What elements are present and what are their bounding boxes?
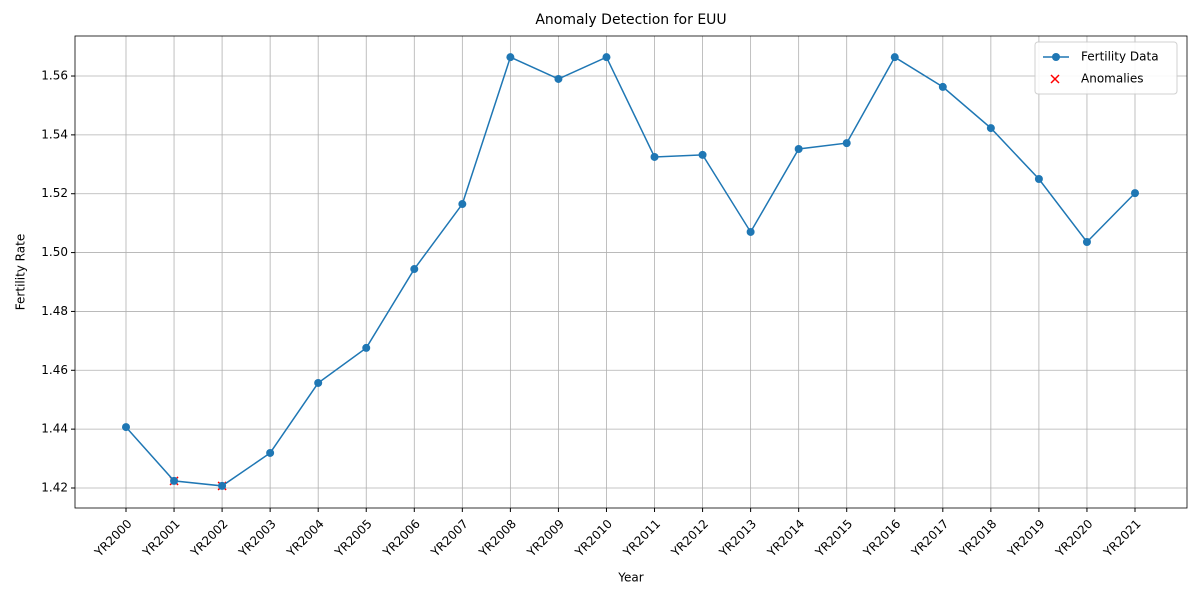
data-point: [986, 124, 995, 133]
x-axis-label: Year: [617, 571, 643, 585]
x-tick-label: YR2001: [139, 517, 182, 560]
x-tick-label: YR2016: [860, 517, 903, 560]
y-tick-label: 1.50: [41, 245, 68, 259]
data-point: [698, 150, 707, 159]
data-point: [602, 53, 611, 62]
x-tick-label: YR2021: [1100, 517, 1143, 560]
data-point: [170, 476, 179, 485]
y-tick-label: 1.54: [41, 127, 68, 141]
x-tick-label: YR2019: [1004, 517, 1047, 560]
data-point: [218, 481, 227, 490]
x-tick-label: YR2005: [332, 517, 375, 560]
data-point: [314, 378, 323, 387]
y-tick-label: 1.48: [41, 304, 68, 318]
data-point: [938, 82, 947, 91]
y-tick-label: 1.56: [41, 69, 68, 83]
x-tick-label: YR2004: [283, 517, 326, 560]
data-point: [410, 265, 419, 274]
data-point: [650, 152, 659, 161]
x-tick-label: YR2011: [620, 517, 663, 560]
legend-label: Anomalies: [1081, 72, 1144, 86]
y-tick-label: 1.52: [41, 186, 68, 200]
data-point: [362, 343, 371, 352]
x-tick-label: YR2003: [235, 517, 278, 560]
x-tick-label: YR2008: [476, 517, 519, 560]
x-tick-label: YR2002: [187, 517, 230, 560]
x-tick-label: YR2009: [524, 517, 567, 560]
data-point: [554, 74, 563, 83]
data-point: [122, 423, 130, 432]
legend-marker: [1052, 53, 1060, 61]
data-point: [506, 53, 515, 62]
x-tick-label: YR2017: [908, 517, 951, 560]
legend-marker: [1050, 74, 1060, 84]
x-tick-label: YR2014: [764, 517, 807, 560]
x-marker-stroke: [1050, 74, 1060, 84]
x-tick-label: YR2020: [1052, 517, 1095, 560]
x-tick-label: YR2007: [428, 517, 471, 560]
data-line: [125, 56, 1136, 487]
data-point: [266, 448, 275, 457]
data-point: [1034, 175, 1043, 184]
legend-box: [1034, 41, 1178, 95]
x-tick-label: YR2006: [380, 517, 423, 560]
y-tick-label: 1.42: [41, 480, 68, 494]
x-tick-label: YR2013: [716, 517, 759, 560]
y-axis-label: Fertility Rate: [14, 234, 28, 310]
y-tick-label: 1.46: [41, 363, 68, 377]
legend-label: Fertility Data: [1081, 50, 1159, 64]
chart-title: Anomaly Detection for EUU: [535, 12, 726, 28]
plot-frame: [74, 35, 1188, 509]
data-point: [890, 53, 899, 62]
data-point: [1131, 189, 1139, 198]
data-point: [458, 200, 467, 209]
x-tick-label: YR2018: [956, 517, 999, 560]
data-point: [794, 144, 803, 153]
x-tick-label: YR2000: [91, 517, 134, 560]
x-tick-label: YR2015: [812, 517, 855, 560]
data-point: [842, 139, 851, 148]
data-point: [1082, 237, 1091, 246]
x-tick-label: YR2012: [668, 517, 711, 560]
y-tick-label: 1.44: [41, 422, 68, 436]
x-tick-label: YR2010: [572, 517, 615, 560]
data-point: [746, 227, 755, 236]
